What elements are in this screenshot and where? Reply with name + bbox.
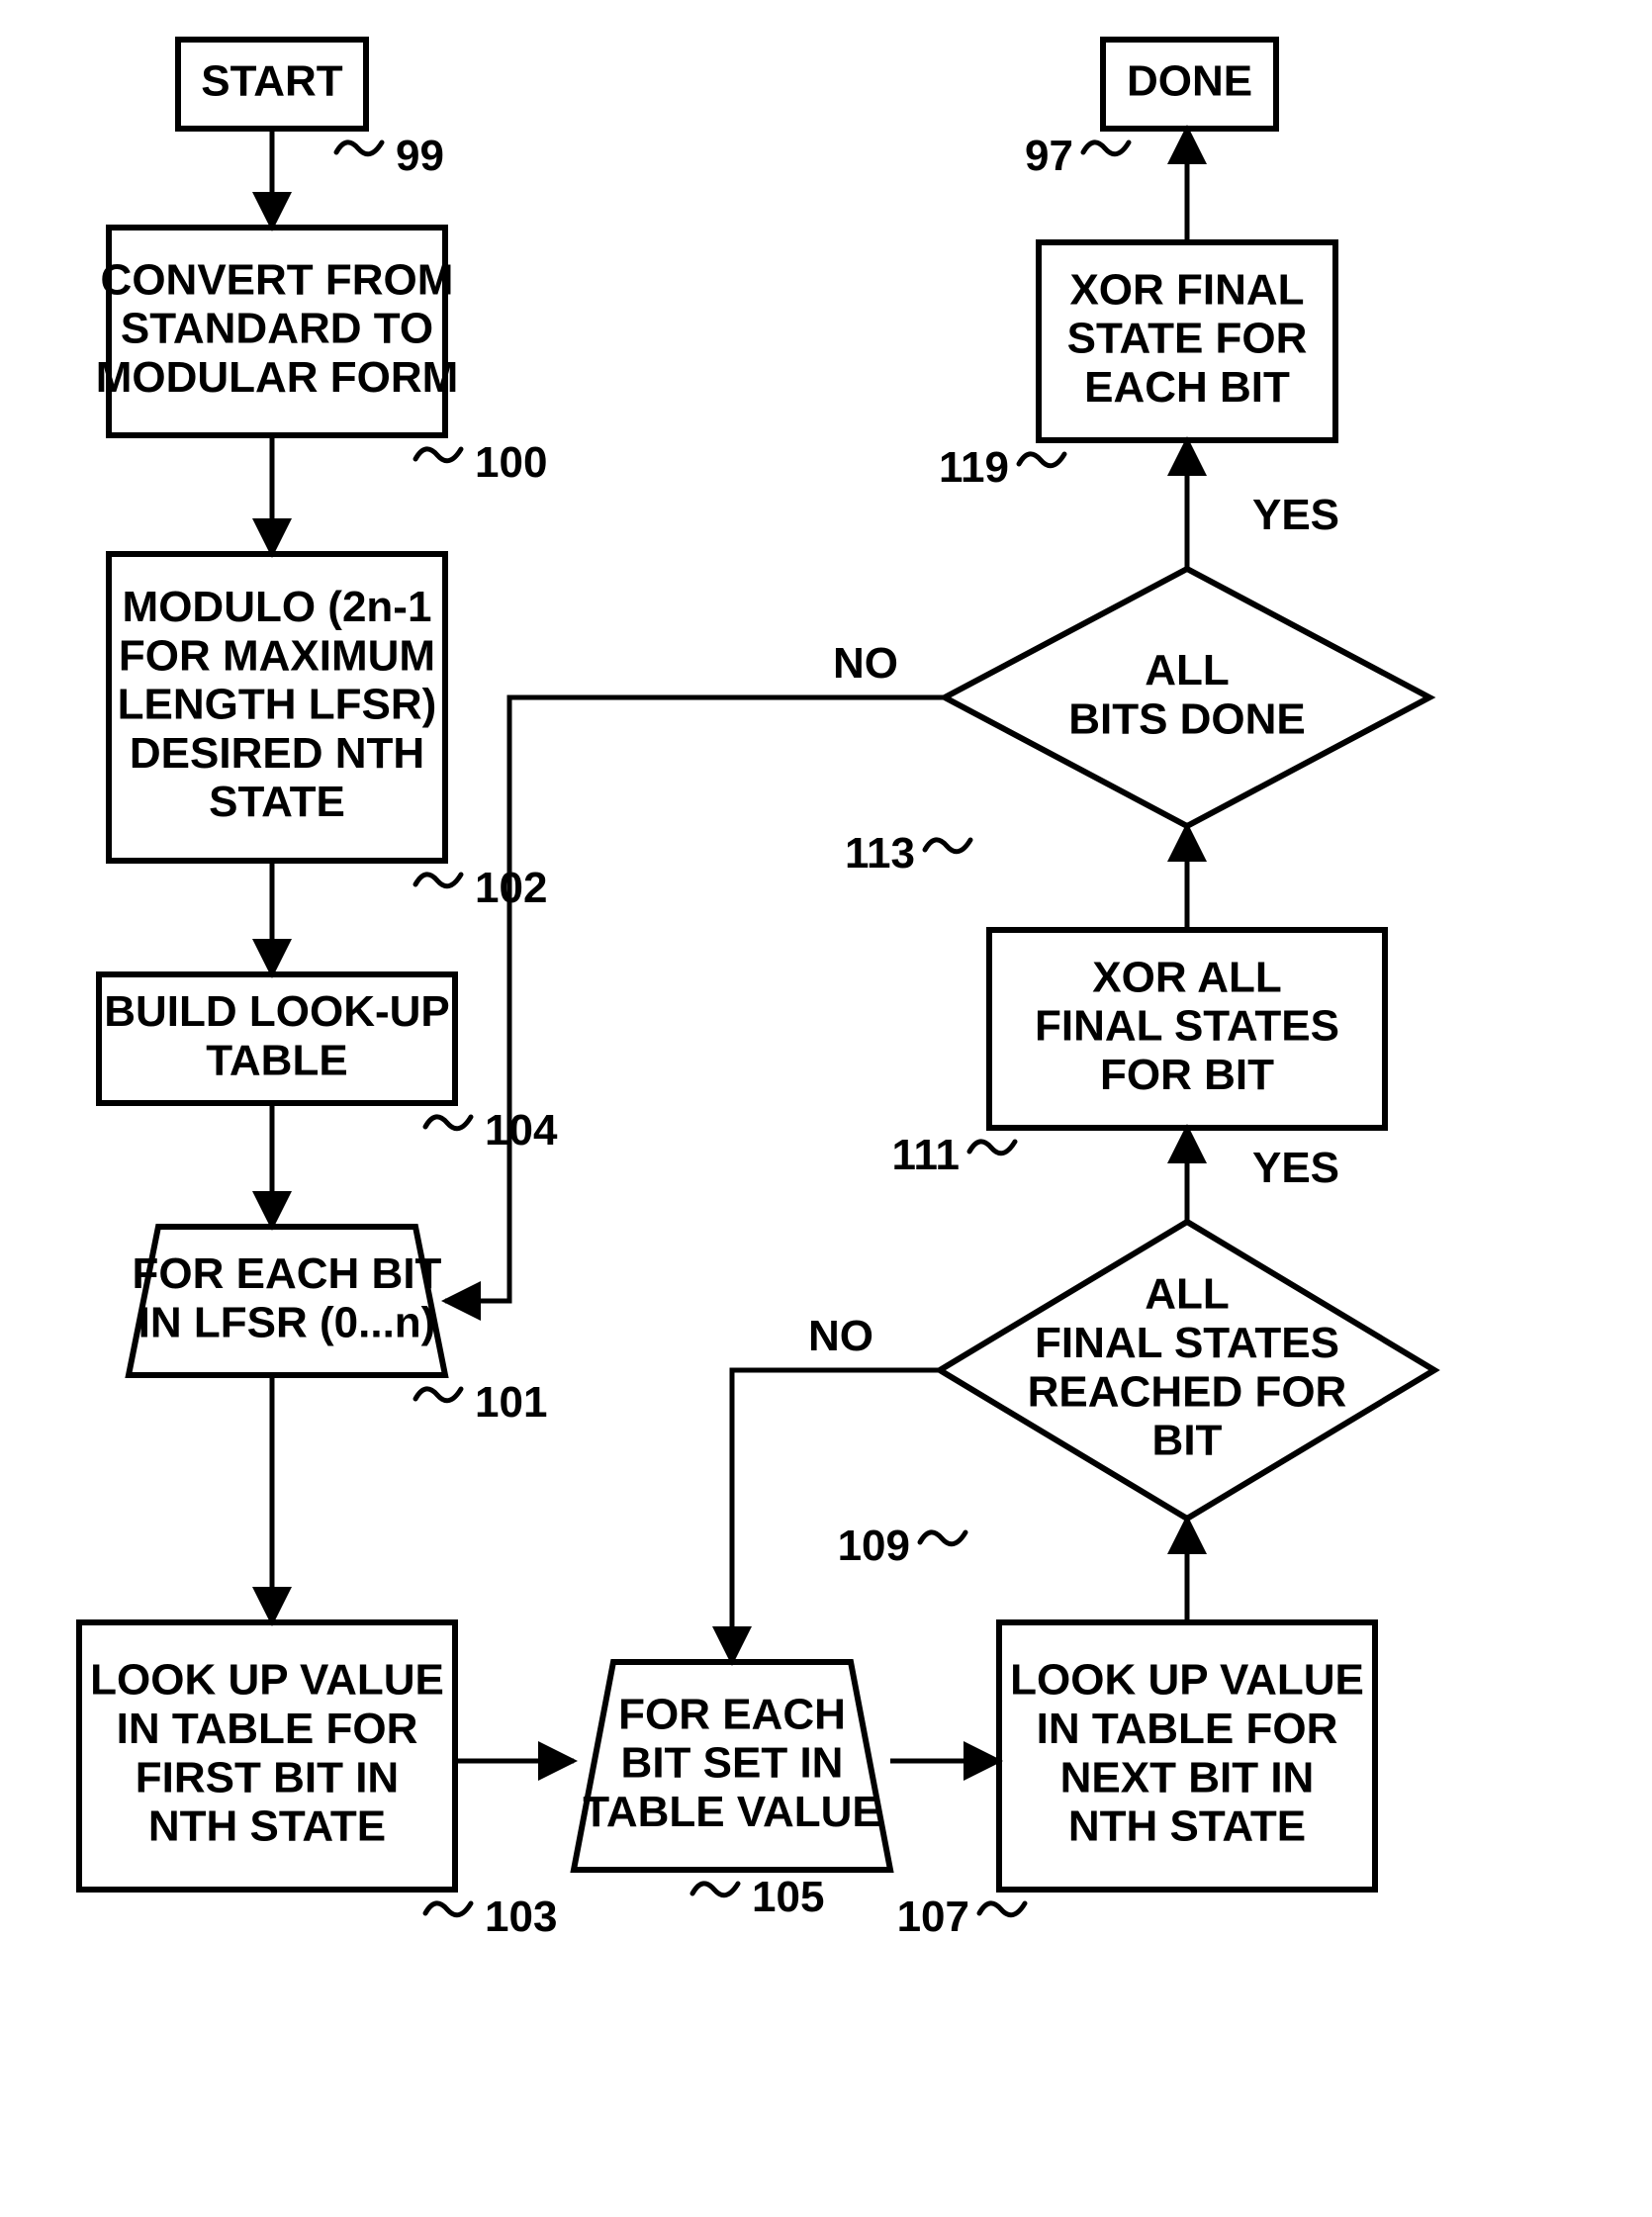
svg-text:101: 101 xyxy=(475,1378,547,1427)
svg-text:104: 104 xyxy=(485,1106,558,1155)
n103: LOOK UP VALUEIN TABLE FORFIRST BIT INNTH… xyxy=(79,1622,557,1941)
svg-text:113: 113 xyxy=(845,829,915,878)
n111: XOR ALLFINAL STATESFOR BIT111 xyxy=(891,930,1385,1179)
n101: FOR EACH BITIN LFSR (0...n) 101 xyxy=(129,1227,547,1427)
n119: XOR FINALSTATE FOREACH BIT 119 xyxy=(939,242,1335,492)
n113: ALLBITS DONE113 xyxy=(845,569,1429,878)
svg-text:NO: NO xyxy=(808,1312,873,1360)
n105: FOR EACHBIT SET INTABLE VALUE 105 xyxy=(574,1662,890,1921)
svg-text:109: 109 xyxy=(838,1522,910,1570)
svg-text:107: 107 xyxy=(897,1893,969,1941)
n100: CONVERT FROMSTANDARD TOMODULAR FORM 100 xyxy=(96,228,548,487)
svg-text:CONVERT FROMSTANDARD TOMODULAR: CONVERT FROMSTANDARD TOMODULAR FORM xyxy=(96,255,459,402)
svg-text:FOR EACH BITIN LFSR (0...n): FOR EACH BITIN LFSR (0...n) xyxy=(133,1249,442,1346)
svg-text:DONE: DONE xyxy=(1127,57,1252,106)
svg-text:103: 103 xyxy=(485,1893,557,1941)
svg-text:START: START xyxy=(201,57,343,106)
edge-8: NO xyxy=(732,1312,940,1662)
n102: MODULO (2n-1FOR MAXIMUMLENGTH LFSR)DESIR… xyxy=(109,554,547,912)
n99: START 99 xyxy=(178,40,444,180)
n109: ALLFINAL STATESREACHED FORBIT109 xyxy=(838,1222,1434,1570)
svg-text:111: 111 xyxy=(891,1131,960,1179)
svg-text:99: 99 xyxy=(396,132,444,180)
svg-text:FOR EACHBIT SET INTABLE VALUE: FOR EACHBIT SET INTABLE VALUE xyxy=(583,1690,880,1836)
edge-11: NO xyxy=(445,639,945,1301)
n107: LOOK UP VALUEIN TABLE FORNEXT BIT INNTH … xyxy=(897,1622,1375,1941)
svg-text:97: 97 xyxy=(1025,132,1073,180)
svg-text:YES: YES xyxy=(1252,1144,1339,1192)
svg-text:119: 119 xyxy=(939,443,1009,492)
svg-text:XOR FINALSTATE FOREACH BIT: XOR FINALSTATE FOREACH BIT xyxy=(1067,265,1308,412)
edge-12: YES xyxy=(1187,440,1339,569)
svg-text:100: 100 xyxy=(475,438,547,487)
edge-9: YES xyxy=(1187,1128,1339,1222)
n97: DONE 97 xyxy=(1025,40,1276,180)
svg-text:105: 105 xyxy=(752,1873,824,1921)
n104: BUILD LOOK-UPTABLE104 xyxy=(99,974,558,1155)
svg-text:NO: NO xyxy=(833,639,898,688)
svg-text:YES: YES xyxy=(1252,491,1339,539)
